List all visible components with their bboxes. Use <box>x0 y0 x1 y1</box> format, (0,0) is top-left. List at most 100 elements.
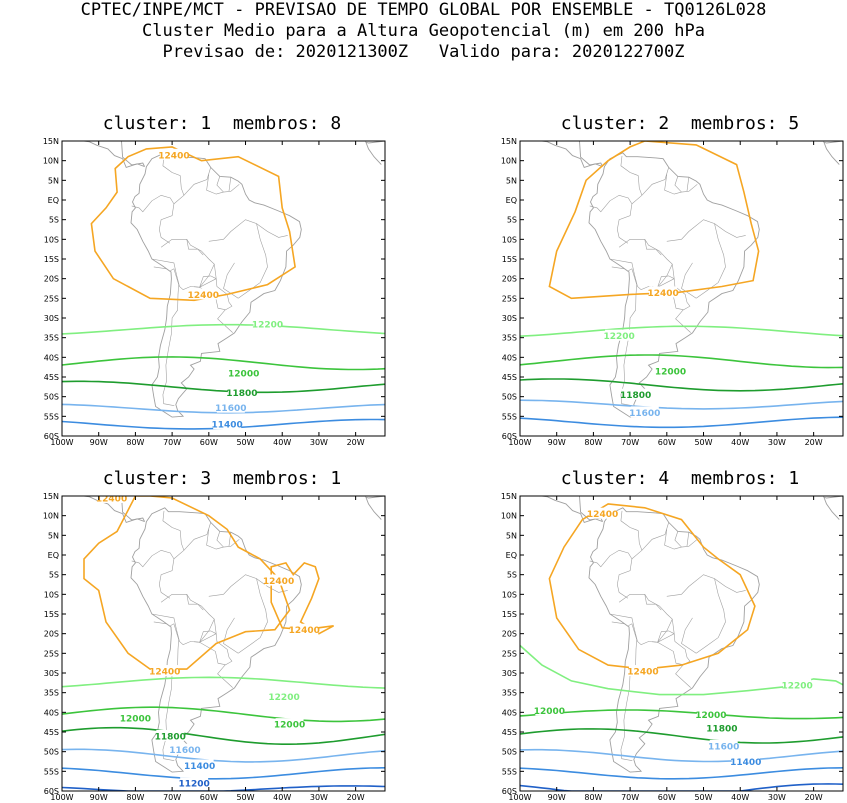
lat-tick-label: 15S <box>44 610 59 619</box>
country-border <box>686 177 690 192</box>
lon-tick-label: 40W <box>273 438 291 447</box>
country-border <box>609 613 673 646</box>
coastline-segment <box>520 141 603 168</box>
lat-tick-label: 50S <box>44 748 59 757</box>
contour-label: 12400 <box>647 289 678 299</box>
contour-label: 12000 <box>695 711 726 721</box>
country-border <box>714 578 746 593</box>
country-border <box>173 522 211 560</box>
lat-tick-label: 40S <box>44 353 59 362</box>
lon-tick-label: 50W <box>236 438 254 447</box>
lon-tick-label: 80W <box>126 793 144 802</box>
lat-tick-label: 5S <box>49 571 59 580</box>
lat-tick-label: 20S <box>502 630 517 639</box>
lon-tick-label: 90W <box>90 793 108 802</box>
country-border <box>153 621 167 625</box>
lat-tick-label: 5S <box>49 216 59 225</box>
country-border <box>208 219 268 299</box>
country-border <box>616 558 633 599</box>
lat-tick-label: 55S <box>502 767 517 776</box>
south-america-coastline <box>130 507 302 773</box>
contour-12000 <box>520 709 843 720</box>
country-border <box>228 177 232 192</box>
lat-tick-label: 20S <box>44 630 59 639</box>
lat-tick-label: 30S <box>502 669 517 678</box>
map-layer: 12400 12400 12200 12000 11800 11600 11400 <box>62 141 385 431</box>
contour-label-bg <box>696 708 725 720</box>
contour-label-bg <box>707 722 736 734</box>
country-border <box>194 641 226 665</box>
south-america-coastline <box>130 152 302 418</box>
lon-tick-label: 20W <box>805 438 823 447</box>
contour-label-bg <box>535 704 564 716</box>
lon-tick-label: 30W <box>310 793 328 802</box>
lat-tick-label: 55S <box>44 767 59 776</box>
coastline-segment <box>62 141 145 168</box>
coastline-segment <box>104 496 146 522</box>
lat-tick-label: 55S <box>44 412 59 421</box>
lat-tick-label: 20S <box>502 275 517 284</box>
lat-tick-label: 15N <box>501 492 517 501</box>
lon-tick-label: 100W <box>50 438 73 447</box>
map-layer: 12400 12400 12200 12000 12000 11800 11600 11400 <box>520 496 843 791</box>
panel-title-3: cluster: 3 membros: 1 <box>102 468 342 489</box>
contour-label-bg <box>150 665 179 677</box>
country-border <box>652 641 684 665</box>
lon-tick-label: 30W <box>768 438 786 447</box>
lon-tick-label: 60W <box>658 438 676 447</box>
lat-tick-label: 15S <box>44 255 59 264</box>
lon-tick-label: 20W <box>347 438 365 447</box>
country-border <box>158 558 175 599</box>
map-layer: 12400 12200 12000 11800 11600 <box>520 141 843 429</box>
contour-12400 <box>548 141 760 300</box>
country-border <box>644 594 662 611</box>
contour-label: 12400 <box>627 668 658 678</box>
lat-tick-label: 25S <box>44 294 59 303</box>
coastline-segment <box>562 141 604 167</box>
lon-tick-label: 70W <box>621 438 639 447</box>
lat-tick-label: 15S <box>502 610 517 619</box>
map-frame <box>519 495 844 792</box>
contour-label: 11600 <box>629 409 660 419</box>
map-frame <box>519 140 844 437</box>
contour-label: 11800 <box>620 391 651 401</box>
lat-tick-label: 10S <box>502 590 517 599</box>
country-border <box>131 194 175 213</box>
lat-tick-label: EQ <box>48 551 59 560</box>
lon-tick-label: 90W <box>90 438 108 447</box>
country-border <box>664 174 698 195</box>
contour-12200 <box>62 323 385 335</box>
contour-label: 12400 <box>289 626 320 636</box>
contour-11800 <box>62 380 385 394</box>
contour-label-bg <box>97 496 126 503</box>
map-panel-4: 12400 12400 12200 12000 12000 11800 11600 11400… <box>501 492 844 802</box>
lat-tick-label: 60S <box>502 787 517 796</box>
contour-label: 12400 <box>158 151 189 161</box>
coastline-segment <box>520 496 603 523</box>
lat-tick-label: 60S <box>44 432 59 441</box>
header-line-2: Cluster Medio para a Altura Geopotencial… <box>142 21 705 41</box>
country-border <box>206 174 240 195</box>
country-border <box>199 275 217 288</box>
country-border <box>153 266 167 270</box>
contour-label: 11600 <box>169 746 200 756</box>
coastline-segment <box>104 141 146 167</box>
lon-tick-label: 100W <box>508 793 531 802</box>
lat-tick-label: 55S <box>502 412 517 421</box>
country-border <box>631 167 669 205</box>
country-border <box>620 155 643 196</box>
coastline-segment <box>823 141 843 165</box>
map-layer: 12400 12400 12400 12400 12200 12000 12000 11800… <box>62 496 385 791</box>
contour-label-bg <box>290 623 319 635</box>
map-frame <box>61 140 386 437</box>
lat-tick-label: 40S <box>502 708 517 717</box>
contour-12200 <box>520 644 843 696</box>
lat-tick-label: 45S <box>502 373 517 382</box>
lat-tick-label: EQ <box>506 196 517 205</box>
lon-tick-label: 50W <box>694 793 712 802</box>
contour-label: 11600 <box>708 742 739 752</box>
lat-tick-label: 5N <box>48 176 59 185</box>
contour-label-bg <box>159 148 188 160</box>
contour-label-bg <box>731 755 760 767</box>
lon-tick-label: 60W <box>658 793 676 802</box>
